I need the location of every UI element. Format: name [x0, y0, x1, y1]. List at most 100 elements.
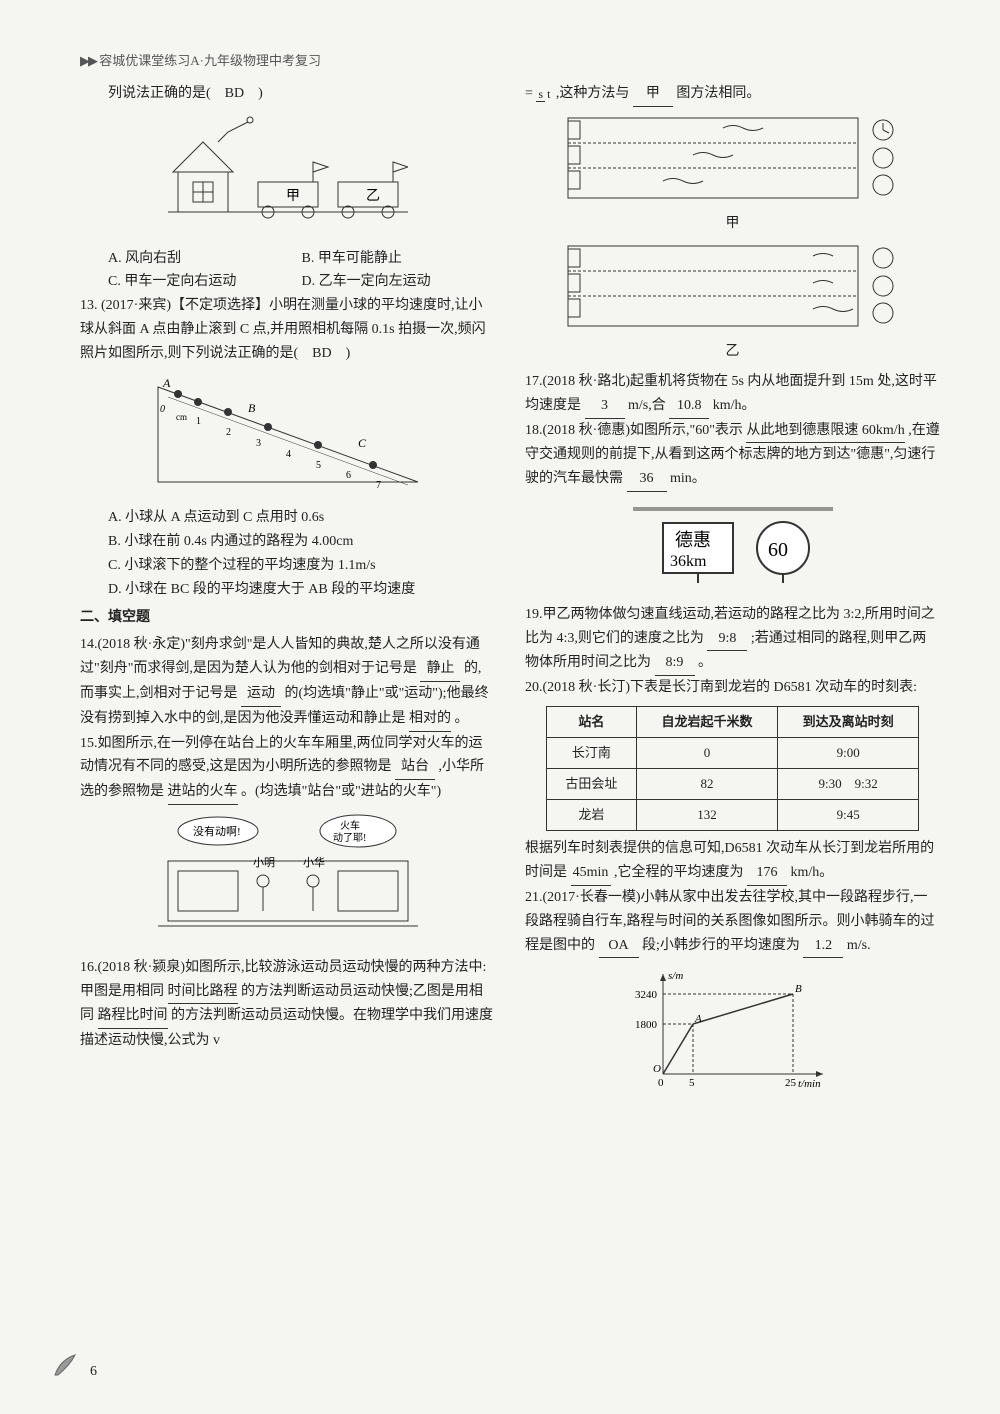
q19-blank1: 9:8	[707, 627, 747, 652]
q16-num: 16.	[80, 960, 98, 975]
q12-opt-b: B. 甲车可能静止	[302, 247, 496, 271]
q14-blank3: 相对的	[409, 707, 451, 732]
q15: 15.如图所示,在一列停在站台上的火车车厢里,两位同学对火车的运动情况有不同的感…	[80, 732, 495, 805]
svg-text:3: 3	[256, 438, 261, 449]
svg-text:C: C	[358, 436, 367, 450]
q21-blank1: OA	[599, 934, 639, 959]
feather-icon	[50, 1350, 80, 1389]
svg-text:5: 5	[316, 460, 321, 471]
q14-text4: 。	[455, 711, 469, 726]
q15-figure: 没有动啊! 火车 动了耶! 小明 小华	[80, 811, 495, 950]
svg-text:36km: 36km	[670, 553, 707, 570]
svg-text:小华: 小华	[303, 855, 325, 869]
q14-blank2: 运动	[241, 682, 281, 707]
q13-figure: A B C 0 cm 1 2 3 4 5 6 7	[80, 372, 495, 501]
header-title: 容城优课堂练习A·九年级物理中考复习	[99, 53, 321, 68]
q17-num: 17.	[525, 374, 543, 389]
left-column: 列说法正确的是( BD ) 甲 乙	[80, 82, 495, 1109]
th-2: 到达及离站时刻	[778, 707, 919, 738]
svg-text:A: A	[694, 1013, 702, 1025]
swim-figure-jia: 甲	[525, 113, 940, 236]
q14-blank1: 静止	[420, 657, 460, 682]
q15-blank1: 站台	[395, 755, 435, 780]
q15-text3: 。(均选填"站台"或"进站的火车")	[241, 784, 441, 799]
svg-text:4: 4	[286, 449, 291, 460]
q13-opt-b: B. 小球在前 0.4s 内通过的路程为 4.00cm	[80, 530, 495, 554]
q13-num: 13.	[80, 298, 98, 313]
q19-blank2: 8:9	[655, 651, 695, 676]
svg-text:3240: 3240	[635, 989, 658, 1001]
q18-blank2: 36	[627, 467, 667, 492]
section-2-title: 二、填空题	[80, 606, 495, 630]
q13-opt-d: D. 小球在 BC 段的平均速度大于 AB 段的平均速度	[80, 578, 495, 602]
svg-text:5: 5	[689, 1077, 695, 1089]
q14-num: 14.	[80, 637, 98, 652]
q13: 13. (2017·来宾)【不定项选择】小明在测量小球的平均速度时,让小球从斜面…	[80, 294, 495, 365]
swim-figure-yi: 乙	[525, 241, 940, 364]
q19: 19.甲乙两物体做匀速直线运动,若运动的路程之比为 3:2,所用时间之比为 4:…	[525, 603, 940, 676]
equation-line: = st ,这种方法与 甲 图方法相同。	[525, 82, 940, 107]
svg-text:60: 60	[768, 539, 788, 561]
q21-num: 21.	[525, 890, 543, 905]
svg-text:1: 1	[196, 416, 201, 427]
svg-text:乙: 乙	[366, 188, 380, 204]
q20-cont: 根据列车时刻表提供的信息可知,D6581 次动车从长汀到龙岩所用的时间是 45m…	[525, 837, 940, 886]
q12-continuation: 列说法正确的是( BD )	[80, 82, 495, 106]
svg-text:小明: 小明	[253, 856, 275, 869]
q21-chart: s/m t/min 3240 1800 0 5 25 A B O	[525, 964, 940, 1103]
svg-text:7: 7	[376, 480, 381, 491]
q12-options: A. 风向右刮 B. 甲车可能静止 C. 甲车一定向右运动 D. 乙车一定向左运…	[80, 247, 495, 295]
header-arrows: ▶▶	[80, 53, 96, 68]
q17-blank2: 10.8	[669, 394, 709, 419]
svg-text:25: 25	[785, 1077, 797, 1089]
svg-text:B: B	[248, 401, 256, 415]
svg-text:2: 2	[226, 427, 231, 438]
svg-text:1800: 1800	[635, 1019, 658, 1031]
svg-text:B: B	[795, 983, 802, 995]
eq-blank: 甲	[633, 82, 673, 107]
bubble-hua1: 火车	[340, 819, 360, 832]
q18-blank1: 从此地到德惠限速 60km/h	[746, 419, 904, 444]
q12-opt-c: C. 甲车一定向右运动	[108, 270, 302, 294]
bubble-ming: 没有动啊!	[193, 824, 241, 838]
timetable: 站名 自龙岩起千米数 到达及离站时刻 长汀南 0 9:00 古田会址 82 9:…	[546, 706, 920, 831]
q13-text: (2017·来宾)【不定项选择】小明在测量小球的平均速度时,让小球从斜面 A 点…	[80, 298, 486, 361]
q16: 16.(2018 秋·颍泉)如图所示,比较游泳运动员运动快慢的两种方法中:甲图是…	[80, 956, 495, 1053]
q14: 14.(2018 秋·永定)"刻舟求剑"是人人皆知的典故,楚人之所以没有通过"刻…	[80, 633, 495, 731]
q21-blank2: 1.2	[803, 934, 843, 959]
svg-text:0: 0	[658, 1077, 664, 1089]
q12-figure: 甲 乙	[80, 112, 495, 241]
q17-blank1: 3	[585, 394, 625, 419]
svg-text:A: A	[162, 376, 171, 390]
label-jia: 甲	[525, 212, 940, 236]
q18-figure: 德惠 36km 60	[525, 498, 940, 597]
svg-text:6: 6	[346, 470, 351, 481]
q12-opt-d: D. 乙车一定向左运动	[302, 270, 496, 294]
q20-blank2: 176	[747, 861, 787, 886]
q16-blank2: 路程比时间	[98, 1004, 168, 1029]
q16-blank1: 时间比路程	[168, 980, 238, 1005]
q15-blank2: 进站的火车	[168, 780, 238, 805]
q18: 18.(2018 秋·德惠)如图所示,"60"表示 从此地到德惠限速 60km/…	[525, 419, 940, 492]
q18-num: 18.	[525, 423, 543, 438]
bubble-hua2: 动了耶!	[333, 832, 366, 844]
svg-text:cm: cm	[176, 412, 187, 422]
q20: 20.(2018 秋·长汀)下表是长汀南到龙岩的 D6581 次动车的时刻表:	[525, 676, 940, 700]
q20-num: 20.	[525, 680, 543, 695]
q13-opt-a: A. 小球从 A 点运动到 C 点用时 0.6s	[80, 506, 495, 530]
q12-opt-a: A. 风向右刮	[108, 247, 302, 271]
q21: 21.(2017·长春一模)小韩从家中出发去往学校,其中一段路程步行,一段路程骑…	[525, 886, 940, 958]
right-column: = st ,这种方法与 甲 图方法相同。 甲	[525, 82, 940, 1109]
page-number: 6	[90, 1360, 97, 1384]
svg-text:s/m: s/m	[668, 970, 683, 982]
svg-text:0: 0	[160, 404, 165, 415]
q17: 17.(2018 秋·路北)起重机将货物在 5s 内从地面提升到 15m 处,这…	[525, 370, 940, 419]
th-0: 站名	[546, 707, 636, 738]
svg-text:甲: 甲	[286, 189, 300, 204]
th-1: 自龙岩起千米数	[636, 707, 777, 738]
page-header: ▶▶ 容城优课堂练习A·九年级物理中考复习	[80, 50, 940, 72]
svg-text:t/min: t/min	[798, 1078, 821, 1090]
svg-text:O: O	[653, 1063, 661, 1075]
svg-text:德惠: 德惠	[675, 530, 711, 550]
label-yi: 乙	[525, 340, 940, 364]
